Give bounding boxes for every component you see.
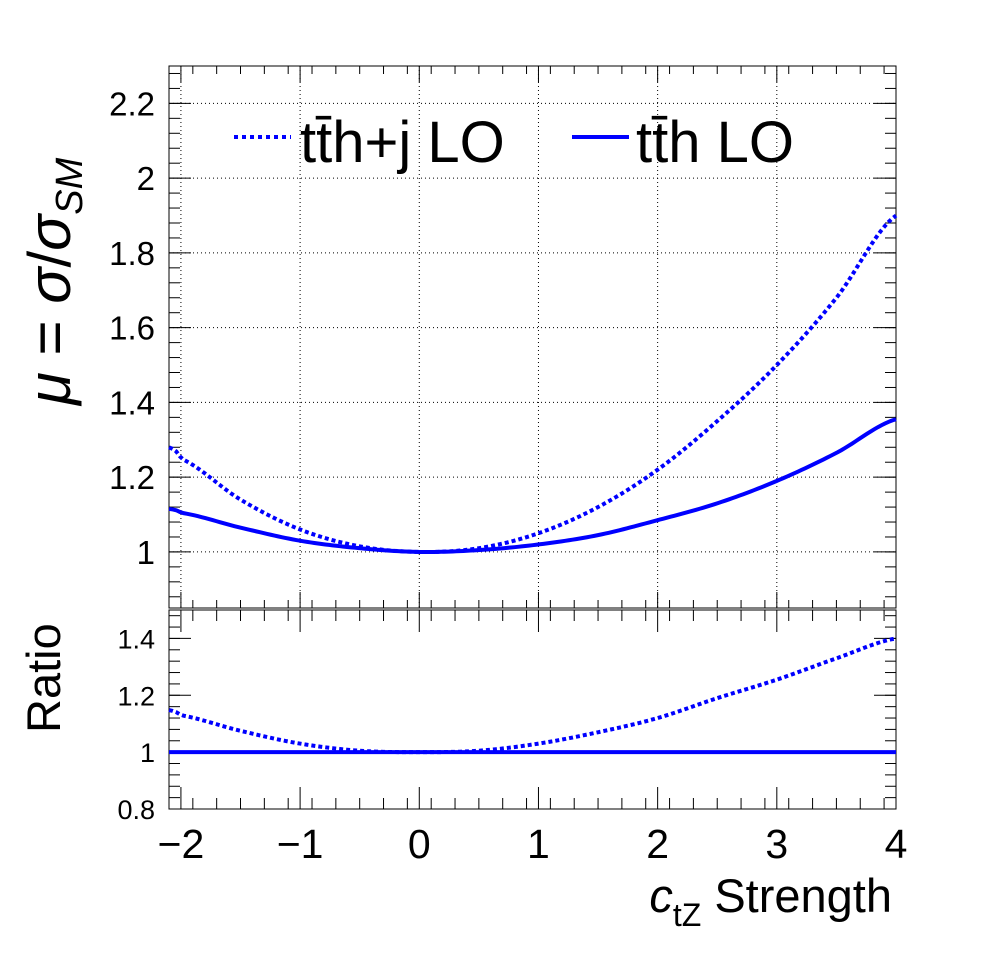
main-y-axis-title: μ = σ/σSM (16, 157, 91, 407)
ratio-plot-frame (168, 609, 897, 810)
ratio-series (168, 636, 897, 755)
main-ytick-label: 1.2 (109, 459, 155, 496)
legend-label-tth: tt̄h LO (636, 110, 794, 175)
ratio-ytick-label: 1 (140, 738, 155, 768)
main-ytick-label: 2.2 (109, 85, 155, 122)
main-ytick-label: 1 (137, 534, 155, 571)
ratio-y-axis-title: Ratio (17, 623, 70, 733)
x-tick-label: 0 (408, 821, 431, 867)
ylabel-mu: μ (16, 372, 83, 407)
ylabel-eq: = (16, 304, 83, 372)
x-tick-label: 1 (527, 821, 550, 867)
ylabel-sigma: σ (16, 265, 83, 304)
ratio-ticks: 0.8 1 1.2 1.4 −2 −1 0 1 2 3 4 (117, 610, 907, 867)
main-series-line-1 (168, 417, 897, 554)
ratio-panel: 0.8 1 1.2 1.4 −2 −1 0 1 2 3 4 (117, 609, 907, 867)
ylabel-slash: / (16, 251, 83, 268)
main-ytick-label: 2 (137, 160, 155, 197)
x-tick-label: 4 (885, 821, 908, 867)
ratio-ytick-label: 1.4 (117, 624, 155, 654)
x-tick-label: 3 (765, 821, 788, 867)
legend: tt̄h+j LO tt̄h LO (234, 110, 794, 175)
x-tick-label: −1 (277, 821, 324, 867)
legend-label-tthj: tt̄h+j LO (300, 110, 505, 175)
xlabel-rest: Strength (701, 869, 892, 922)
ratio-ytick-label: 1.2 (117, 681, 155, 711)
main-ytick-label: 1.6 (109, 310, 155, 347)
ylabel-sigma-sm: σ (16, 212, 83, 251)
xlabel-var: c (649, 869, 673, 922)
main-ytick-label: 1.4 (109, 384, 155, 421)
main-plot-frame (168, 65, 897, 609)
x-tick-label: 2 (646, 821, 669, 867)
main-panel: 1 1.2 1.4 1.6 1.8 2 2.2 (109, 65, 898, 609)
main-series-line-0 (168, 213, 898, 554)
ylabel-sub-sm: SM (49, 157, 91, 214)
x-tick-label: −2 (158, 821, 205, 867)
main-ytick-label: 1.8 (109, 235, 155, 272)
x-axis-title: ctZ Strength (649, 869, 892, 933)
xlabel-sub: tZ (673, 897, 701, 933)
main-ticks: 1 1.2 1.4 1.6 1.8 2 2.2 (109, 66, 897, 608)
main-series (168, 213, 898, 554)
ratio-ytick-label: 0.8 (117, 795, 155, 825)
ratio-series-line-0 (168, 636, 897, 755)
